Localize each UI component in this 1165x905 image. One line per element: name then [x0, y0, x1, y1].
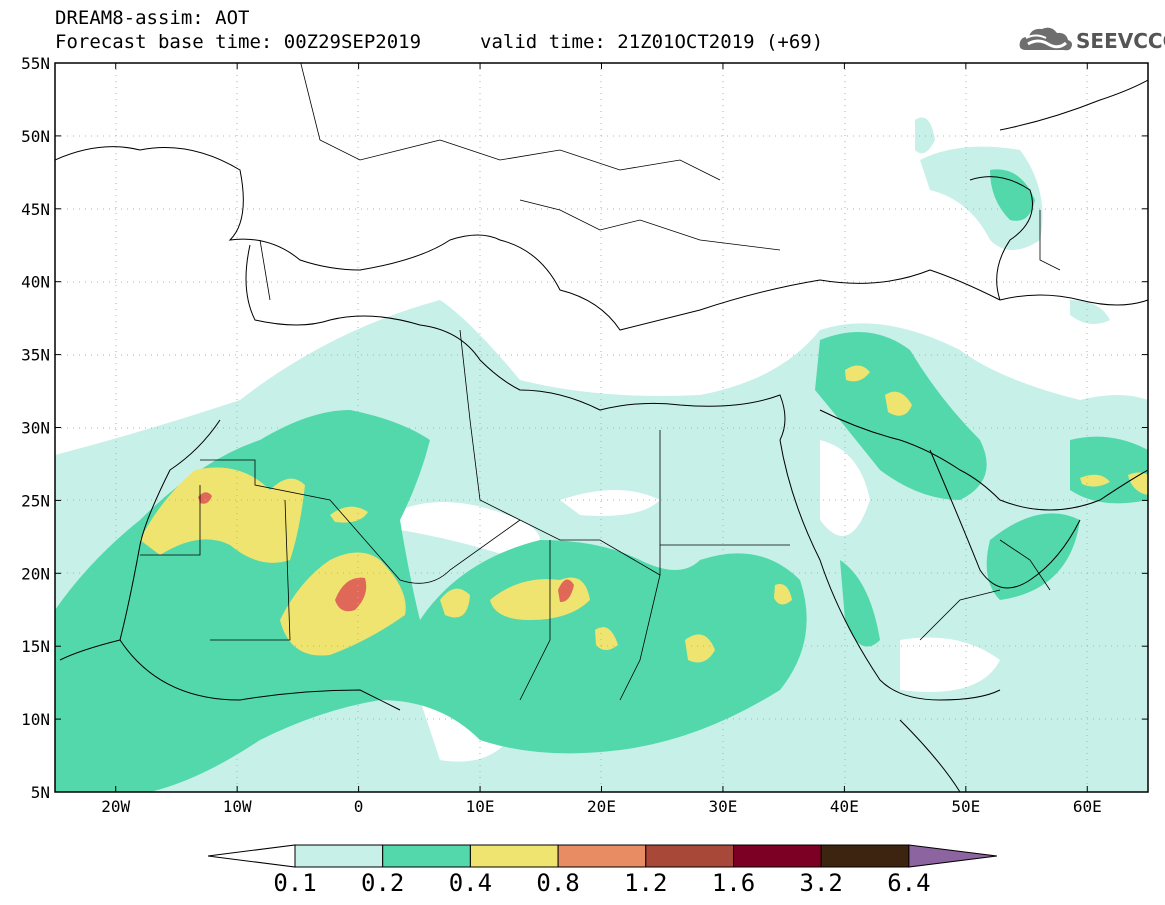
axis-ticks	[55, 62, 1148, 793]
lat-label: 45N	[21, 200, 50, 219]
colorbar-label: 0.4	[448, 869, 493, 897]
lon-label: 10W	[223, 797, 252, 816]
colorbar	[207, 844, 997, 868]
lat-label: 15N	[21, 637, 50, 656]
colorbar-label: 0.8	[536, 869, 580, 897]
lat-label: 50N	[21, 127, 50, 146]
chart-title: DREAM8-assim: AOT	[55, 7, 250, 29]
coastlines	[55, 79, 1148, 792]
lon-label: 0	[354, 797, 364, 816]
lon-label: 20E	[587, 797, 616, 816]
colorbar-label: 0.1	[273, 869, 317, 897]
colorbar-swatch	[733, 844, 822, 868]
colorbar-arrow-low	[207, 844, 296, 868]
lon-label: 50E	[951, 797, 980, 816]
colorbar-label: 0.2	[361, 869, 405, 897]
lon-label: 10E	[466, 797, 495, 816]
lat-label: 10N	[21, 710, 50, 729]
colorbar-label: 1.2	[624, 869, 668, 897]
colorbar-label: 6.4	[887, 869, 931, 897]
lat-label: 35N	[21, 346, 50, 365]
colorbar-swatch	[820, 844, 910, 868]
colorbar-swatch	[645, 844, 734, 868]
logo-text: SEEVCCC	[1076, 29, 1165, 53]
colorbar-swatch	[382, 844, 471, 868]
lat-label: 40N	[21, 273, 50, 292]
colorbar-label: 3.2	[799, 869, 843, 897]
lat-label: 25N	[21, 491, 50, 510]
lat-label: 5N	[31, 783, 50, 802]
graticule	[55, 63, 1148, 792]
lon-label: 40E	[830, 797, 859, 816]
forecast-base-time: Forecast base time: 00Z29SEP2019	[55, 31, 422, 53]
colorbar-arrow-high	[908, 844, 997, 868]
lon-label: 20W	[101, 797, 130, 816]
valid-time: valid time: 21Z01OCT2019 (+69)	[480, 31, 824, 53]
lon-label: 60E	[1073, 797, 1102, 816]
lon-label: 30E	[708, 797, 737, 816]
country-borders	[140, 63, 1061, 701]
colorbar-label: 1.6	[711, 869, 756, 897]
seevccc-logo: SEEVCCC	[1018, 24, 1165, 58]
aot-level-0.8	[198, 492, 574, 612]
cloud-icon	[1019, 27, 1072, 51]
lat-label: 20N	[21, 564, 50, 583]
colorbar-swatch	[557, 844, 647, 868]
colorbar-swatch	[294, 844, 384, 868]
longitude-labels: 20W 10W 0 10E 20E 30E 40E 50E 60E	[101, 797, 1101, 816]
latitude-labels: 55N 50N 45N 40N 35N 30N 25N 20N 15N 10N 5N	[21, 54, 50, 802]
lat-label: 55N	[21, 54, 50, 73]
lat-label: 30N	[21, 419, 50, 438]
colorbar-swatch	[469, 844, 559, 868]
